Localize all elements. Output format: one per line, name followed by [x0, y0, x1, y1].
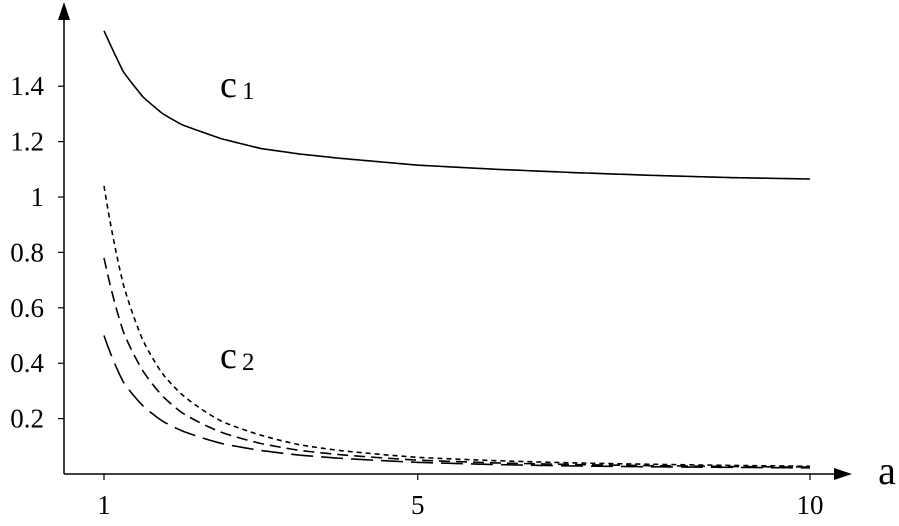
series-lines: [103, 30, 811, 469]
y-tick-label: 0.8: [10, 237, 44, 267]
y-tick-label: 1: [31, 182, 45, 212]
x-tick-label: 5: [411, 490, 425, 520]
series-line-c2-short-dash: [103, 185, 811, 468]
y-tick-label: 1.4: [10, 71, 44, 101]
annotation-c2-main: c: [220, 335, 237, 377]
series-line-c2-medium-dash: [103, 257, 811, 468]
x-tick-label: 10: [797, 490, 824, 520]
annotation-c1-sub: 1: [242, 78, 255, 105]
annotation-c2-sub: 2: [242, 349, 255, 376]
y-tick-label: 1.2: [10, 127, 44, 157]
annotation-c1: c 1: [220, 64, 255, 106]
y-tick-label: 0.2: [10, 404, 44, 434]
y-axis-arrowhead: [58, 2, 70, 20]
annotation-c2: c 2: [220, 335, 255, 377]
x-axis-title: a: [878, 448, 896, 493]
annotation-c1-main: c: [220, 64, 237, 106]
y-tick-label: 0.4: [10, 348, 44, 378]
x-axis-arrowhead: [834, 468, 852, 480]
series-line-c1-solid: [103, 30, 811, 180]
series-line-c2-long-dash: [103, 335, 811, 469]
x-tick-label: 1: [97, 490, 111, 520]
y-tick-label: 0.6: [10, 293, 44, 323]
axes: a: [58, 2, 896, 493]
ticks: 1 5 10 0.2 0.4 0.6 0.8 1 1.2 1.4: [10, 71, 823, 520]
